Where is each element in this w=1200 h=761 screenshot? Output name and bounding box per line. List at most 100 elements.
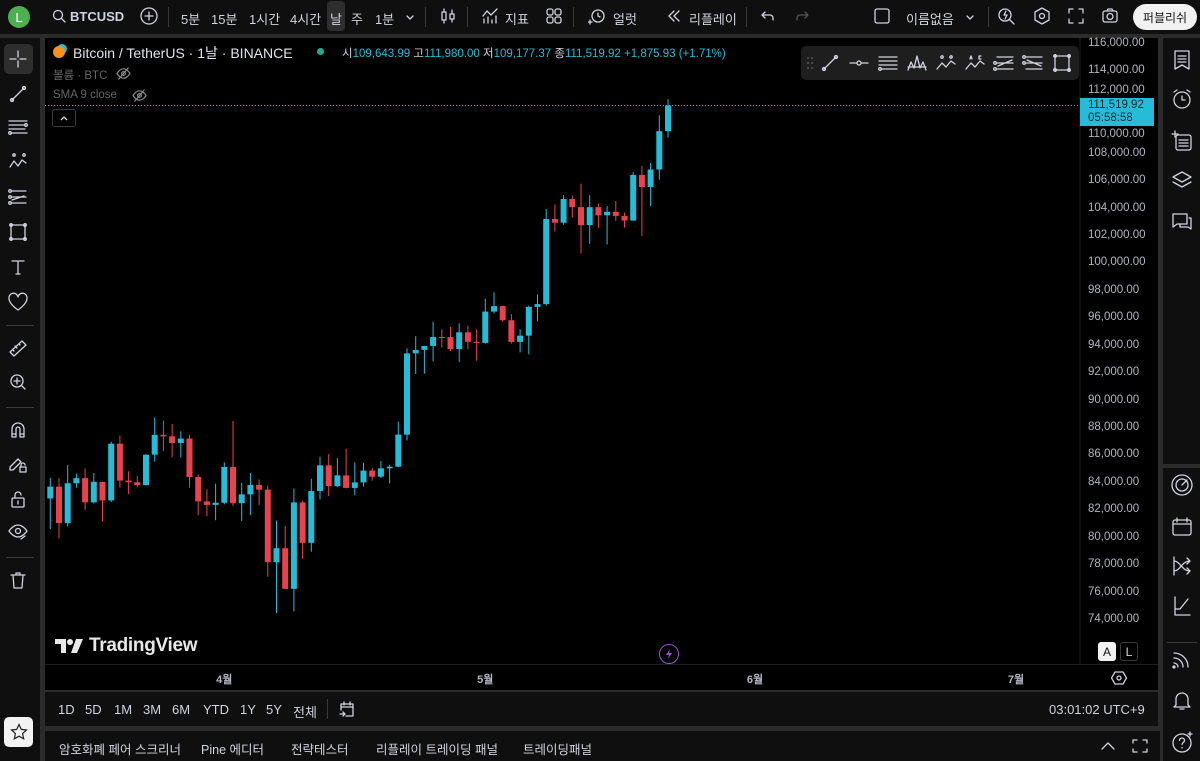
range-5d[interactable]: 5D bbox=[85, 702, 102, 717]
log-scale-button[interactable]: L bbox=[1120, 642, 1138, 661]
symbol-title[interactable]: Bitcoin / TetherUS · 1날 · BINANCE bbox=[73, 45, 293, 61]
heart-icon[interactable] bbox=[6, 291, 30, 313]
range-all[interactable]: 전체 bbox=[293, 705, 317, 720]
lightning-icon[interactable] bbox=[659, 644, 679, 664]
rectangle-icon[interactable] bbox=[1051, 53, 1073, 73]
trend-line-icon[interactable] bbox=[8, 84, 28, 104]
hotlist-target-icon[interactable] bbox=[1169, 472, 1195, 498]
range-1y[interactable]: 1Y bbox=[240, 702, 256, 717]
head-shoulders-icon[interactable] bbox=[905, 53, 929, 73]
range-1d[interactable]: 1D bbox=[58, 702, 75, 717]
zoom-in-icon[interactable] bbox=[7, 372, 29, 392]
chevron-down-icon[interactable] bbox=[404, 11, 416, 23]
go-to-date-icon[interactable] bbox=[337, 699, 357, 719]
range-3m[interactable]: 3M bbox=[143, 702, 162, 717]
notification-bell-icon[interactable] bbox=[1170, 688, 1194, 712]
fib-retracement-icon[interactable] bbox=[7, 117, 29, 137]
interval-1d[interactable]: 날 bbox=[330, 12, 342, 27]
help-icon[interactable] bbox=[1169, 729, 1195, 755]
candlestick-chart[interactable] bbox=[45, 38, 1158, 690]
calendar-icon[interactable] bbox=[1170, 514, 1194, 538]
layers-icon[interactable] bbox=[1170, 169, 1194, 191]
favorites-star-button[interactable] bbox=[4, 717, 33, 747]
projection-icon[interactable] bbox=[1021, 53, 1045, 73]
tab-pine-editor[interactable]: Pine 에디터 bbox=[201, 743, 264, 757]
range-ytd[interactable]: YTD bbox=[203, 702, 229, 717]
redo-icon[interactable] bbox=[793, 7, 811, 25]
quick-search-icon[interactable] bbox=[996, 6, 1016, 26]
replay-button[interactable]: 리플레이 bbox=[689, 12, 737, 27]
symbol-search-button[interactable]: BTCUSD bbox=[70, 9, 125, 24]
settings-icon[interactable] bbox=[1032, 6, 1052, 26]
collapse-legend-button[interactable] bbox=[52, 109, 76, 127]
text-icon[interactable] bbox=[8, 257, 28, 277]
alarm-clock-icon[interactable] bbox=[1170, 88, 1194, 110]
layout-name-button[interactable]: 이름없음 bbox=[906, 12, 954, 27]
tab-strategy-tester[interactable]: 전략테스터 bbox=[291, 743, 349, 757]
alert-button[interactable]: 얼럿 bbox=[613, 12, 637, 27]
rectangle-icon[interactable] bbox=[8, 222, 28, 242]
forecast-icon[interactable] bbox=[992, 53, 1016, 73]
avatar[interactable]: L bbox=[8, 6, 30, 28]
publish-button[interactable]: 퍼블리쉬 bbox=[1133, 4, 1197, 30]
lock-drawings-icon[interactable] bbox=[7, 454, 29, 474]
templates-icon[interactable] bbox=[544, 6, 564, 26]
horizontal-ray-icon[interactable] bbox=[848, 53, 870, 73]
eye-icon[interactable] bbox=[7, 522, 29, 542]
forecast-icon[interactable] bbox=[7, 187, 29, 207]
signal-feed-icon[interactable] bbox=[1170, 647, 1194, 671]
candle-body-down bbox=[56, 486, 62, 524]
sma-indicator-label[interactable]: SMA 9 close bbox=[53, 89, 117, 101]
search-icon[interactable] bbox=[51, 8, 67, 24]
interval-1m[interactable]: 1분 bbox=[375, 12, 395, 27]
tab-replay-trading-panel[interactable]: 리플레이 트레이딩 패널 bbox=[376, 743, 498, 757]
range-6m[interactable]: 6M bbox=[172, 702, 191, 717]
range-1m[interactable]: 1M bbox=[114, 702, 133, 717]
indicators-button[interactable]: 지표 bbox=[505, 12, 529, 27]
chat-icon[interactable] bbox=[1170, 211, 1194, 233]
interval-15m[interactable]: 15분 bbox=[211, 12, 238, 27]
indicators-icon[interactable] bbox=[480, 6, 500, 26]
layout-icon[interactable] bbox=[872, 6, 892, 26]
timezone-clock[interactable]: 03:01:02 UTC+9 bbox=[1049, 702, 1145, 717]
maximize-panel-icon[interactable] bbox=[1131, 738, 1149, 754]
auto-scale-button[interactable]: A bbox=[1098, 642, 1116, 661]
magnet-icon[interactable] bbox=[8, 420, 28, 440]
abcd-pattern-icon[interactable] bbox=[934, 53, 958, 73]
interval-1h[interactable]: 1시간 bbox=[249, 12, 281, 27]
interval-4h[interactable]: 4시간 bbox=[290, 12, 322, 27]
elliott-wave-icon[interactable] bbox=[963, 53, 987, 73]
unlock-icon[interactable] bbox=[8, 489, 28, 509]
alert-icon[interactable] bbox=[587, 6, 607, 26]
add-symbol-icon[interactable] bbox=[139, 6, 159, 26]
pattern-icon[interactable] bbox=[7, 151, 29, 171]
trash-icon[interactable] bbox=[8, 570, 28, 590]
camera-icon[interactable] bbox=[1100, 6, 1120, 26]
chart-pane[interactable] bbox=[45, 38, 1158, 690]
fullscreen-icon[interactable] bbox=[1066, 6, 1086, 26]
volume-indicator-label[interactable]: 볼륨 · BTC bbox=[53, 70, 108, 82]
replay-icon[interactable] bbox=[665, 7, 683, 25]
undo-icon[interactable] bbox=[759, 7, 777, 25]
time-tick-label: 7월 bbox=[1007, 674, 1025, 686]
tab-trading-panel[interactable]: 트레이딩패널 bbox=[523, 743, 593, 757]
strategy-icon[interactable] bbox=[1170, 554, 1194, 578]
chevron-down-icon[interactable] bbox=[964, 11, 976, 23]
chart-settings-icon[interactable] bbox=[1110, 670, 1128, 686]
eye-off-icon[interactable] bbox=[115, 65, 131, 81]
ruler-icon[interactable] bbox=[7, 338, 29, 358]
tab-crypto-screener[interactable]: 암호화폐 페어 스크리너 bbox=[59, 743, 181, 757]
interval-1w[interactable]: 주 bbox=[351, 12, 363, 27]
chevron-up-icon[interactable] bbox=[1099, 738, 1117, 754]
trend-line-icon[interactable] bbox=[819, 53, 841, 73]
options-icon[interactable] bbox=[1170, 594, 1194, 618]
range-5y[interactable]: 5Y bbox=[266, 702, 282, 717]
interval-5m[interactable]: 5분 bbox=[181, 12, 201, 27]
eye-off-icon[interactable] bbox=[131, 87, 147, 103]
fib-retracement-icon[interactable] bbox=[877, 53, 899, 73]
drag-handle-icon[interactable] bbox=[805, 55, 815, 71]
candle-style-icon[interactable] bbox=[438, 6, 458, 26]
add-note-icon[interactable] bbox=[1170, 130, 1194, 152]
watchlist-icon[interactable] bbox=[1170, 49, 1194, 71]
crosshair-icon[interactable] bbox=[8, 49, 28, 69]
